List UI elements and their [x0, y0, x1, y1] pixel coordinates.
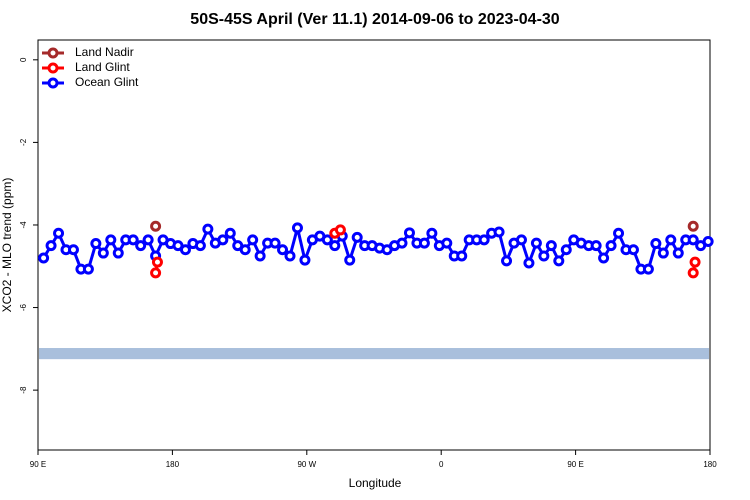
x-tick-label: 90 W: [297, 460, 316, 469]
data-point: [687, 220, 699, 232]
y-tick-label: -4: [19, 221, 28, 229]
data-point: [478, 234, 490, 246]
data-point: [650, 238, 662, 250]
data-point: [493, 226, 505, 238]
data-point: [329, 240, 341, 252]
data-point: [613, 227, 625, 239]
x-axis-label: Longitude: [349, 476, 402, 490]
data-point: [456, 250, 468, 262]
y-tick-label: -8: [19, 386, 28, 394]
data-point: [441, 237, 453, 249]
legend-swatch: [47, 47, 59, 59]
legend-swatch: [47, 77, 59, 89]
data-point: [202, 223, 214, 235]
data-point: [426, 227, 438, 239]
data-point: [672, 247, 684, 259]
data-point: [254, 250, 266, 262]
data-point: [351, 231, 363, 243]
data-point: [501, 255, 513, 267]
data-point: [530, 237, 542, 249]
data-point: [299, 254, 311, 266]
data-point: [344, 254, 356, 266]
data-point: [538, 250, 550, 262]
data-point: [590, 240, 602, 252]
data-point: [38, 252, 50, 264]
data-point: [560, 244, 572, 256]
data-point: [687, 267, 699, 279]
data-point: [112, 247, 124, 259]
data-point: [269, 237, 281, 249]
data-point: [82, 263, 94, 275]
x-tick-label: 180: [703, 460, 717, 469]
data-point: [396, 237, 408, 249]
data-point: [284, 250, 296, 262]
data-point: [142, 234, 154, 246]
data-point: [553, 255, 565, 267]
x-tick-label: 0: [439, 460, 444, 469]
data-point: [151, 256, 163, 268]
data-point: [224, 227, 236, 239]
data-point: [334, 224, 346, 236]
data-point: [657, 247, 669, 259]
data-point: [291, 222, 303, 234]
legend-swatch: [47, 62, 59, 74]
data-point: [127, 234, 139, 246]
data-point: [545, 240, 557, 252]
data-point: [53, 227, 65, 239]
data-point: [598, 252, 610, 264]
y-tick-label: -6: [19, 303, 28, 311]
data-point: [217, 234, 229, 246]
data-point: [150, 267, 162, 279]
data-point: [627, 244, 639, 256]
legend-label: Land Glint: [75, 60, 130, 74]
data-point: [239, 244, 251, 256]
data-point: [321, 234, 333, 246]
data-point: [665, 234, 677, 246]
data-point: [277, 244, 289, 256]
data-point: [135, 240, 147, 252]
data-point: [515, 234, 527, 246]
data-point: [523, 257, 535, 269]
x-tick-label: 90 E: [30, 460, 46, 469]
legend-label: Land Nadir: [75, 45, 134, 59]
data-point: [179, 244, 191, 256]
data-point: [687, 234, 699, 246]
data-point: [702, 235, 714, 247]
data-point: [45, 240, 57, 252]
data-point: [97, 247, 109, 259]
band: [39, 348, 709, 360]
data-point: [194, 240, 206, 252]
data-point: [67, 244, 79, 256]
legend-label: Ocean Glint: [75, 75, 139, 89]
y-tick-label: -2: [19, 138, 28, 146]
data-point: [90, 238, 102, 250]
y-axis-label: XCO2 - MLO trend (ppm): [0, 178, 14, 313]
x-tick-label: 90 E: [567, 460, 583, 469]
data-point: [642, 263, 654, 275]
data-point: [105, 234, 117, 246]
chart-title: 50S-45S April (Ver 11.1) 2014-09-06 to 2…: [190, 11, 560, 28]
data-point: [689, 256, 701, 268]
data-point: [150, 220, 162, 232]
data-point: [418, 237, 430, 249]
data-point: [403, 227, 415, 239]
data-point: [605, 240, 617, 252]
x-tick-label: 180: [166, 460, 180, 469]
data-point: [247, 234, 259, 246]
y-tick-label: 0: [19, 57, 28, 62]
